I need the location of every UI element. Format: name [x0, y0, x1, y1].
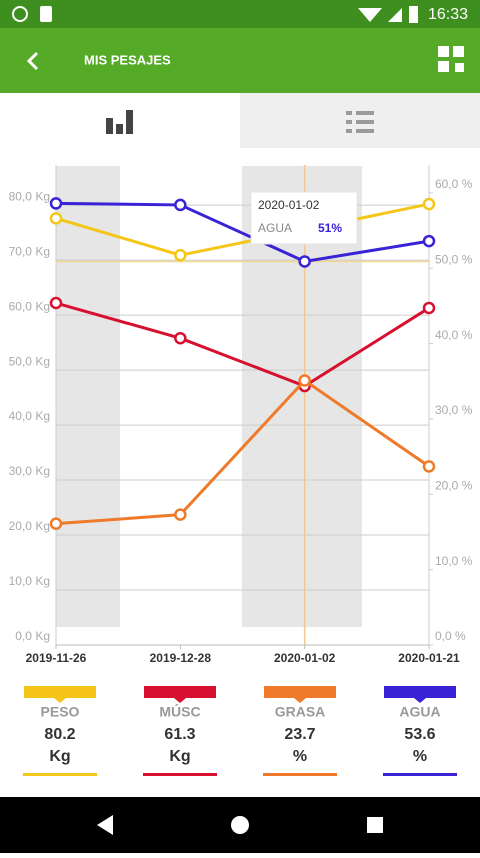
- series-line: [55, 301, 430, 388]
- data-point: [174, 508, 187, 521]
- signal-icon: [388, 8, 402, 22]
- data-point: [49, 197, 63, 210]
- legend-pointer: [294, 698, 306, 703]
- y2-tick-label: 40,0 %: [435, 328, 473, 342]
- tooltip-value: 51%: [318, 221, 342, 235]
- nav-home[interactable]: [231, 816, 249, 834]
- legend-value: 53.6: [404, 726, 435, 743]
- x-tick-label: 2019-12-28: [150, 651, 212, 665]
- legend-value: 23.7: [284, 726, 315, 743]
- y-tick-label: 40,0 Kg: [9, 409, 50, 423]
- battery-icon: [409, 6, 418, 23]
- legend-name: MÚSC: [159, 703, 200, 720]
- series-line: [55, 202, 430, 257]
- x-tick-label: 2020-01-02: [274, 651, 336, 665]
- legend-value: 61.3: [164, 726, 195, 743]
- legend-unit: Kg: [169, 748, 190, 765]
- legend-underline: [263, 773, 337, 776]
- legend-unit: %: [293, 748, 307, 765]
- y-tick-label: 80,0 Kg: [9, 189, 50, 203]
- legend-pointer: [54, 698, 66, 703]
- legend-name: PESO: [41, 704, 80, 720]
- data-point: [174, 331, 187, 345]
- y-tick-label: 10,0 Kg: [9, 574, 50, 588]
- column-band: [56, 166, 120, 627]
- tooltip-label: AGUA: [258, 221, 292, 235]
- legend-underline: [383, 773, 457, 776]
- y-tick-label: 20,0 Kg: [9, 519, 50, 533]
- clock: 16:33: [428, 6, 468, 23]
- data-point: [298, 255, 311, 268]
- page-title: MIS PESAJES: [84, 52, 171, 67]
- legend-name: AGUA: [399, 704, 440, 720]
- legend-tab: [144, 686, 216, 698]
- data-point: [49, 296, 63, 310]
- nav-recent[interactable]: [367, 817, 383, 833]
- qr-button[interactable]: [438, 46, 464, 72]
- legend-tab: [24, 686, 96, 698]
- y-tick-label: 70,0 Kg: [9, 244, 50, 258]
- data-point: [298, 374, 311, 387]
- nav-back[interactable]: [97, 815, 113, 835]
- chart-tab[interactable]: [0, 93, 240, 148]
- y2-tick-label: 30,0 %: [435, 403, 473, 417]
- x-tick-label: 2019-11-26: [26, 651, 87, 665]
- sd-icon: [40, 6, 52, 22]
- data-point: [422, 460, 436, 473]
- legend-underline: [143, 773, 217, 776]
- status-bar: [0, 0, 480, 28]
- legend-value: 80.2: [44, 726, 75, 743]
- legend-name: GRASA: [275, 704, 326, 720]
- legend-pointer: [414, 698, 426, 703]
- legend-unit: Kg: [49, 748, 70, 765]
- tooltip-date: 2020-01-02: [258, 198, 320, 212]
- data-point: [422, 234, 436, 248]
- legend-pointer: [174, 698, 186, 703]
- wifi-icon: [358, 8, 382, 22]
- x-tick-label: 2020-01-21: [398, 651, 460, 665]
- data-point: [49, 212, 63, 225]
- data-point: [49, 517, 63, 530]
- list-tab-icon: [346, 111, 374, 133]
- data-point: [422, 197, 436, 211]
- tooltip: [250, 191, 358, 245]
- y-tick-label: 60,0 Kg: [9, 299, 50, 313]
- legend-tab: [384, 686, 456, 698]
- legend-underline: [23, 773, 97, 776]
- chart-tab-icon: [106, 110, 133, 134]
- back-button[interactable]: [26, 51, 39, 71]
- y2-tick-label: 20,0 %: [435, 478, 473, 492]
- app-bar: [0, 28, 480, 93]
- status-icon: [12, 6, 28, 22]
- y2-tick-label: 50,0 %: [435, 252, 473, 266]
- data-point: [174, 198, 187, 212]
- y-tick-label: 0,0 Kg: [15, 629, 50, 643]
- legend-unit: %: [413, 748, 427, 765]
- data-point: [174, 248, 187, 262]
- series-line: [55, 201, 430, 264]
- data-point: [422, 301, 436, 315]
- y-tick-label: 30,0 Kg: [9, 464, 50, 478]
- y2-tick-label: 0,0 %: [435, 629, 466, 643]
- y-tick-label: 50,0 Kg: [9, 354, 50, 368]
- y2-tick-label: 60,0 %: [435, 177, 473, 191]
- series-line: [55, 378, 430, 526]
- y2-tick-label: 10,0 %: [435, 554, 473, 568]
- legend-tab: [264, 686, 336, 698]
